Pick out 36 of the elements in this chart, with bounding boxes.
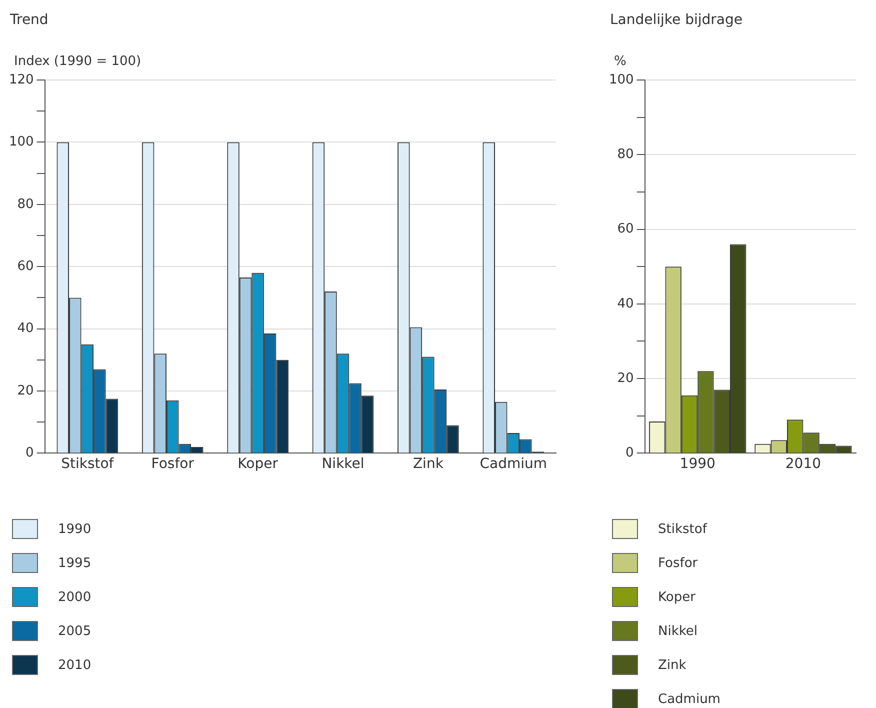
y-axis-title: % — [614, 54, 626, 69]
legend-label: 2005 — [58, 624, 92, 638]
y-tick-label: 60 — [17, 258, 34, 274]
x-tick-label: Nikkel — [322, 456, 364, 472]
chart-title: Trend — [10, 12, 48, 28]
legend-label: 1990 — [58, 522, 92, 536]
legend-label: Cadmium — [658, 692, 720, 706]
y-tick-label: 100 — [8, 134, 34, 150]
chart-title: Landelijke bijdrage — [610, 12, 742, 28]
y-tick-label: 100 — [608, 72, 634, 88]
x-tick-label: Koper — [238, 456, 278, 472]
legend-label: 2010 — [58, 658, 92, 672]
x-tick-label: Stikstof — [61, 456, 115, 472]
y-tick-label: 20 — [17, 383, 34, 398]
y-tick-label: 40 — [17, 321, 34, 336]
legend-label: Fosfor — [658, 556, 698, 570]
x-tick-label: 2010 — [785, 456, 822, 472]
y-axis-title: Index (1990 = 100) — [14, 54, 142, 69]
y-tick-label: 40 — [617, 296, 634, 312]
y-tick-label: 80 — [17, 196, 34, 212]
legend-label: Zink — [658, 658, 686, 672]
x-tick-label: 1990 — [680, 456, 716, 472]
y-tick-label: 80 — [617, 147, 634, 162]
legend-label: Koper — [658, 590, 696, 604]
legend-label: Nikkel — [658, 624, 698, 638]
y-tick-label: 120 — [8, 72, 34, 88]
legend-label: Stikstof — [658, 522, 707, 536]
legend-label: 2000 — [58, 590, 92, 604]
x-tick-label: Fosfor — [151, 456, 194, 472]
x-tick-label: Cadmium — [480, 456, 548, 472]
legend-label: 1995 — [58, 556, 92, 570]
y-tick-label: 0 — [26, 446, 34, 461]
x-tick-label: Zink — [412, 456, 444, 472]
y-tick-label: 20 — [617, 370, 634, 386]
y-tick-label: 60 — [617, 222, 634, 237]
y-tick-label: 0 — [626, 446, 634, 461]
